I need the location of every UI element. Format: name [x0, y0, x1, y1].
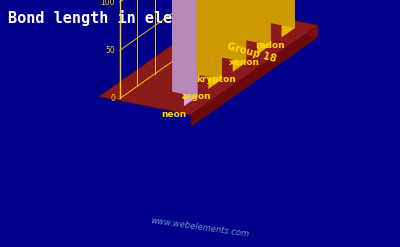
Text: radon: radon: [255, 41, 284, 50]
Polygon shape: [270, 0, 295, 28]
Polygon shape: [184, 0, 197, 106]
Text: argon: argon: [182, 92, 211, 101]
Text: 50: 50: [105, 46, 115, 55]
Polygon shape: [172, 0, 197, 97]
Polygon shape: [282, 0, 295, 38]
Polygon shape: [196, 0, 222, 80]
Polygon shape: [226, 7, 318, 38]
Text: Bond length in element: Bond length in element: [8, 10, 209, 26]
Text: krypton: krypton: [196, 75, 236, 84]
Text: neon: neon: [162, 110, 187, 119]
Polygon shape: [191, 25, 318, 127]
Polygon shape: [221, 0, 246, 62]
Polygon shape: [233, 0, 246, 72]
Text: 0: 0: [110, 94, 115, 103]
Text: www.webelements.com: www.webelements.com: [150, 216, 250, 239]
Polygon shape: [208, 0, 222, 89]
Polygon shape: [99, 7, 318, 115]
Polygon shape: [245, 0, 270, 45]
Polygon shape: [257, 0, 270, 55]
Text: Group 18: Group 18: [226, 41, 278, 64]
Text: xenon: xenon: [229, 58, 260, 67]
Text: 100: 100: [100, 0, 115, 6]
